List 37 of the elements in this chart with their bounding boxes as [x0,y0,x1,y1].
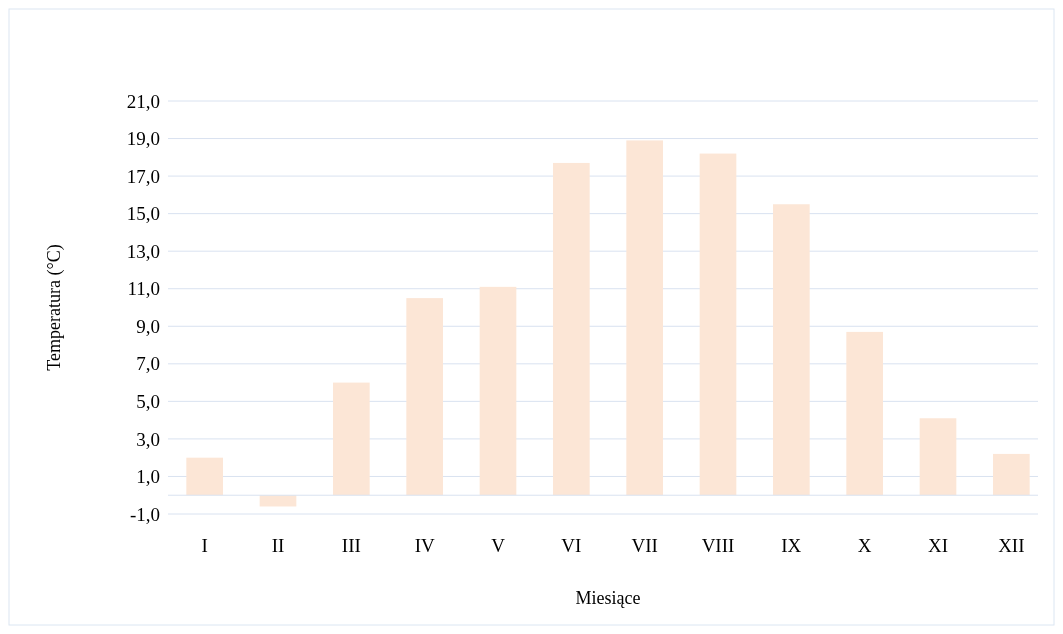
y-tick-label: 7,0 [136,353,160,375]
y-tick-label: 9,0 [136,315,160,337]
bar [993,453,1030,496]
bar [406,298,443,496]
x-tick-label: I [201,535,208,556]
bar [553,162,590,496]
y-axis-title: Temperatura (°C) [44,244,65,371]
x-tick-label: IV [414,535,435,556]
bar [479,286,517,496]
bar [919,418,957,496]
y-tick-label: -1,0 [129,503,160,525]
y-tick-label: 19,0 [126,128,160,150]
y-tick-label: 13,0 [126,240,160,262]
x-tick-label: VI [561,535,582,556]
x-tick-label: X [857,535,872,556]
y-tick-label: 17,0 [126,165,160,187]
x-tick-label: VIII [701,535,735,556]
x-tick-label: XII [998,535,1025,556]
bar [846,331,883,496]
y-tick-label: 1,0 [136,466,160,488]
y-tick-label: 15,0 [126,203,160,225]
x-tick-label: IX [781,535,802,556]
y-tick-label: 3,0 [136,428,160,450]
bar [186,457,223,496]
y-tick-label: 11,0 [127,278,160,300]
bar [699,153,737,496]
x-tick-label: II [271,535,285,556]
y-tick-label: 5,0 [136,391,160,413]
x-tick-label: VII [631,535,658,556]
x-tick-label: III [341,535,361,556]
bar [626,140,663,496]
bar [333,382,370,496]
x-tick-label: XI [927,535,949,556]
y-tick-label: 21,0 [126,90,160,112]
x-axis-title: Miesiące [575,588,641,608]
x-tick-label: V [491,535,506,556]
bar [773,204,810,496]
